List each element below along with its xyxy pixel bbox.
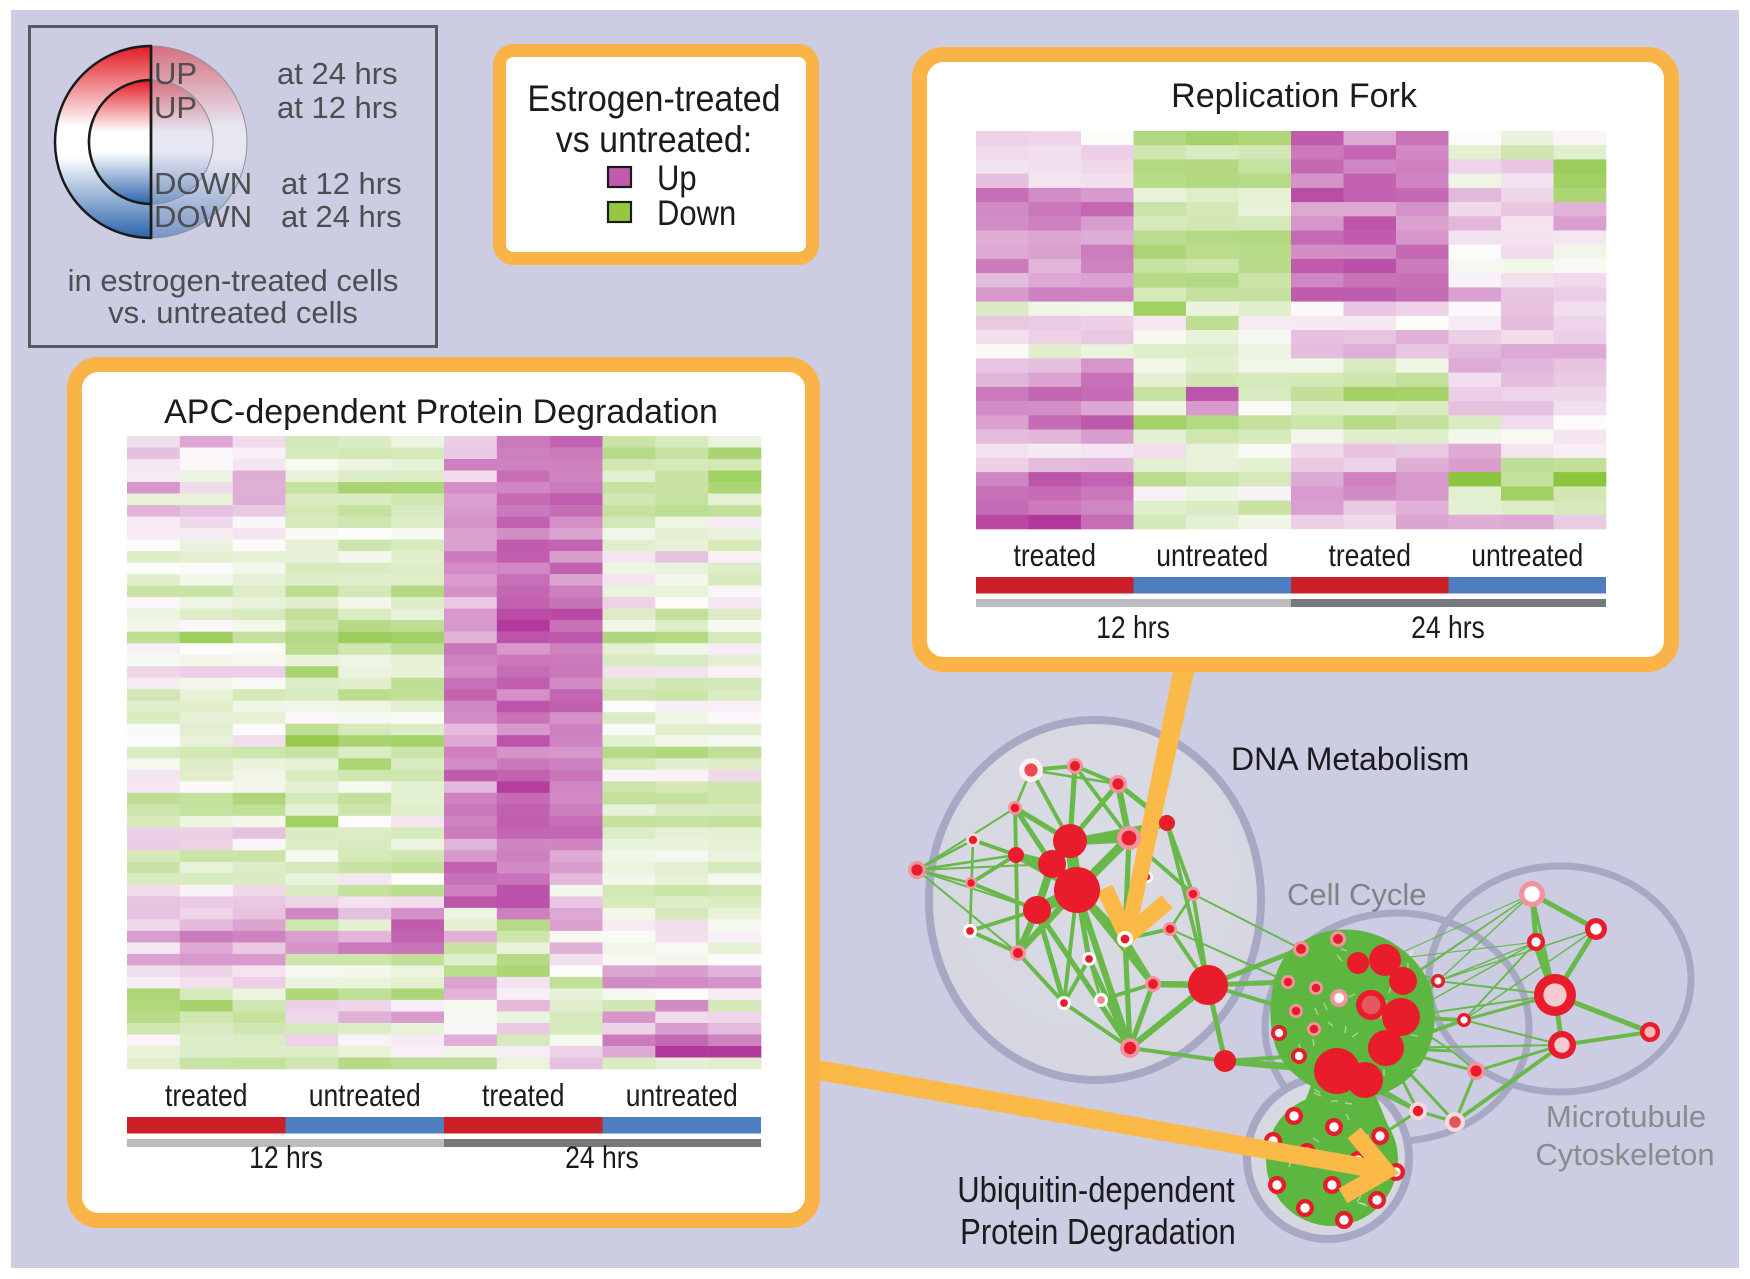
svg-text:UP: UP	[154, 90, 197, 125]
svg-text:untreated: untreated	[1471, 539, 1583, 574]
svg-text:at 24 hrs: at 24 hrs	[277, 56, 398, 91]
svg-text:treated: treated	[1328, 539, 1411, 574]
svg-text:DNA Metabolism: DNA Metabolism	[1231, 741, 1469, 777]
svg-text:Microtubule: Microtubule	[1546, 1099, 1706, 1134]
svg-text:Ubiquitin-dependent: Ubiquitin-dependent	[957, 1170, 1235, 1211]
svg-text:12 hrs: 12 hrs	[1096, 611, 1170, 646]
svg-text:Cell Cycle: Cell Cycle	[1287, 877, 1427, 912]
svg-text:Estrogen-treated: Estrogen-treated	[527, 78, 780, 120]
svg-text:in estrogen-treated cells: in estrogen-treated cells	[68, 263, 399, 298]
svg-text:Up: Up	[657, 159, 697, 198]
svg-text:24 hrs: 24 hrs	[565, 1141, 639, 1176]
svg-text:DOWN: DOWN	[154, 166, 252, 201]
svg-text:DOWN: DOWN	[154, 199, 252, 234]
svg-text:UP: UP	[154, 56, 197, 91]
svg-text:untreated: untreated	[626, 1079, 738, 1114]
svg-text:at 12 hrs: at 12 hrs	[277, 90, 398, 125]
svg-text:24 hrs: 24 hrs	[1411, 611, 1485, 646]
svg-text:treated: treated	[165, 1079, 248, 1114]
svg-text:at 12 hrs: at 12 hrs	[281, 166, 402, 201]
svg-text:Replication Fork: Replication Fork	[1171, 77, 1418, 115]
svg-text:treated: treated	[482, 1079, 565, 1114]
svg-text:Down: Down	[657, 194, 736, 233]
svg-text:APC-dependent Protein Degradat: APC-dependent Protein Degradation	[164, 393, 718, 431]
svg-text:at 24 hrs: at 24 hrs	[281, 199, 402, 234]
svg-text:vs untreated:: vs untreated:	[556, 119, 753, 161]
svg-text:untreated: untreated	[1156, 539, 1268, 574]
svg-text:12 hrs: 12 hrs	[249, 1141, 323, 1176]
svg-text:treated: treated	[1013, 539, 1096, 574]
svg-text:Cytoskeleton: Cytoskeleton	[1535, 1137, 1714, 1172]
svg-text:vs. untreated cells: vs. untreated cells	[108, 295, 358, 330]
svg-text:untreated: untreated	[309, 1079, 421, 1114]
svg-text:Protein Degradation: Protein Degradation	[960, 1212, 1236, 1253]
